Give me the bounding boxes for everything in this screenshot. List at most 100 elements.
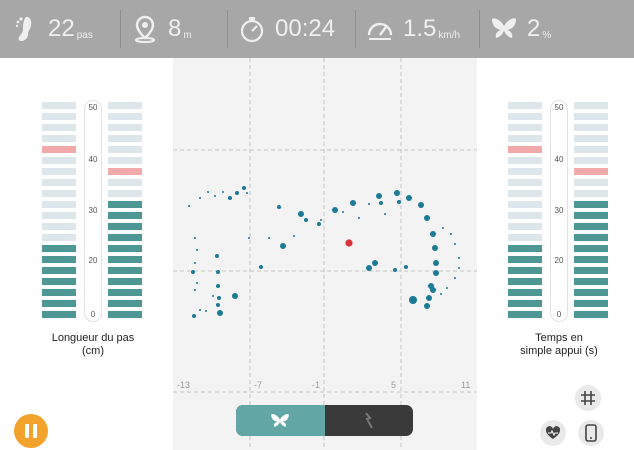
current-step-dot [345,239,353,247]
footstep-dot [199,197,201,199]
bar-segment [42,168,76,175]
footstep-dot [394,190,400,196]
grid-button[interactable] [575,385,601,411]
footstep-dot [366,265,372,271]
bar-segment [574,267,608,274]
bar-segment [42,278,76,285]
footstep-dot [217,310,223,316]
x-tick-label: 11 [461,380,470,390]
bar-segment [508,113,542,120]
bar-segment [574,300,608,307]
bar-segment [108,146,142,153]
footstep-dot [280,243,286,249]
footstep-dot [332,207,338,213]
bar-segment [42,212,76,219]
bar-segment [574,179,608,186]
bar-segment [508,146,542,153]
footstep-dot [424,303,430,309]
bar-segment [108,113,142,120]
x-tick-label: -1 [312,380,320,390]
footstep-dot [442,227,444,229]
footstep-dot [426,295,432,301]
stats-bar: 22 pas 8 m 00:24 1.5 km/h 2 % [0,0,634,58]
footstep-dot [215,254,219,258]
bar-segment [508,102,542,109]
footstep-dot [217,296,221,300]
footstep-dot [304,218,308,222]
speed-value: 1.5 [403,15,437,42]
bar-segment [42,201,76,208]
footstep-dot [458,257,460,259]
footstep-dot [406,195,412,201]
bar-segment [508,289,542,296]
bar-segment [42,300,76,307]
footstep-dot [454,277,456,279]
bar-segment [42,234,76,241]
footstep-dot [404,265,408,269]
steps-value: 22 [48,15,75,42]
bar-segment [574,102,608,109]
pause-icon [25,424,29,438]
stat-steps: 22 pas [0,0,120,58]
bar-segment [508,300,542,307]
left-foot-bar [42,100,76,324]
tick-label: 0 [90,310,96,319]
bar-segment [42,124,76,131]
footstep-dot [222,191,224,193]
pause-button[interactable] [14,414,48,448]
bar-segment [108,201,142,208]
footstep-dot [216,303,220,307]
single-support-gauge: 50 40 30 20 0 [508,100,610,324]
stat-asymmetry: 2 % [479,0,579,58]
right-foot-bar [574,100,608,324]
footstep-dot [199,309,201,311]
plot-grid [173,58,477,450]
single-support-label-line2: simple appui (s) [520,345,598,357]
bar-segment [508,234,542,241]
footstep-dot [196,249,198,251]
footstep-dot [320,219,322,221]
stat-speed: 1.5 km/h [355,0,479,58]
footstep-dot [393,268,397,272]
bar-segment [108,135,142,142]
foot-icon [15,17,32,41]
footstep-dot [196,282,198,284]
footstep-dots [188,186,460,318]
phone-button[interactable] [578,420,604,446]
view-toggle[interactable] [236,405,413,436]
stopwatch-icon [240,17,264,43]
footstep-dot [212,295,214,297]
phone-icon [585,424,597,442]
grid-icon [581,391,595,405]
bar-segment [574,289,608,296]
footstep-dot [207,191,209,193]
heart-rate-icon [545,426,561,439]
tick-label: 0 [556,310,562,319]
footstep-dot [430,287,436,293]
heart-rate-button[interactable] [540,420,566,446]
bar-segment [574,278,608,285]
bar-segment [108,289,142,296]
speedometer-icon [367,22,393,40]
footprint-view-button[interactable] [325,405,414,436]
footstep-dot [418,202,424,208]
footstep-plot: 66 57 48 -13 -7 -1 5 11 [173,58,477,450]
footstep-dot [376,193,382,199]
bar-segment [108,168,142,175]
bar-segment [574,245,608,252]
bar-segment [574,234,608,241]
bar-segment [108,278,142,285]
butterfly-view-button[interactable] [236,405,325,436]
footstep-dot [372,260,378,266]
bar-segment [508,256,542,263]
distance-value: 8 [168,15,182,42]
bar-segment [108,179,142,186]
footstep-dot [397,200,401,204]
footstep-dot [430,231,436,237]
bar-segment [574,146,608,153]
footstep-dot [446,287,448,289]
footstep-dot [458,267,460,269]
bar-segment [508,267,542,274]
asymmetry-unit: % [542,29,552,41]
bar-segment [574,190,608,197]
